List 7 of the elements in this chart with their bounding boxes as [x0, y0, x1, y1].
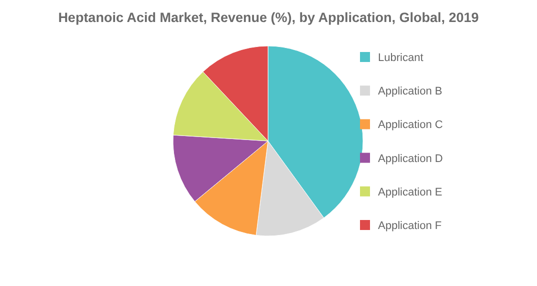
legend-label: Application F [378, 220, 442, 232]
legend-label: Application E [378, 186, 442, 198]
legend-label: Application C [378, 119, 443, 132]
legend-label: Lubricant [378, 52, 424, 64]
chart-title: Heptanoic Acid Market, Revenue (%), by Application, Global, 2019 [58, 10, 479, 25]
legend-label: Application B [378, 86, 442, 98]
legend-label: Application D [378, 152, 443, 165]
